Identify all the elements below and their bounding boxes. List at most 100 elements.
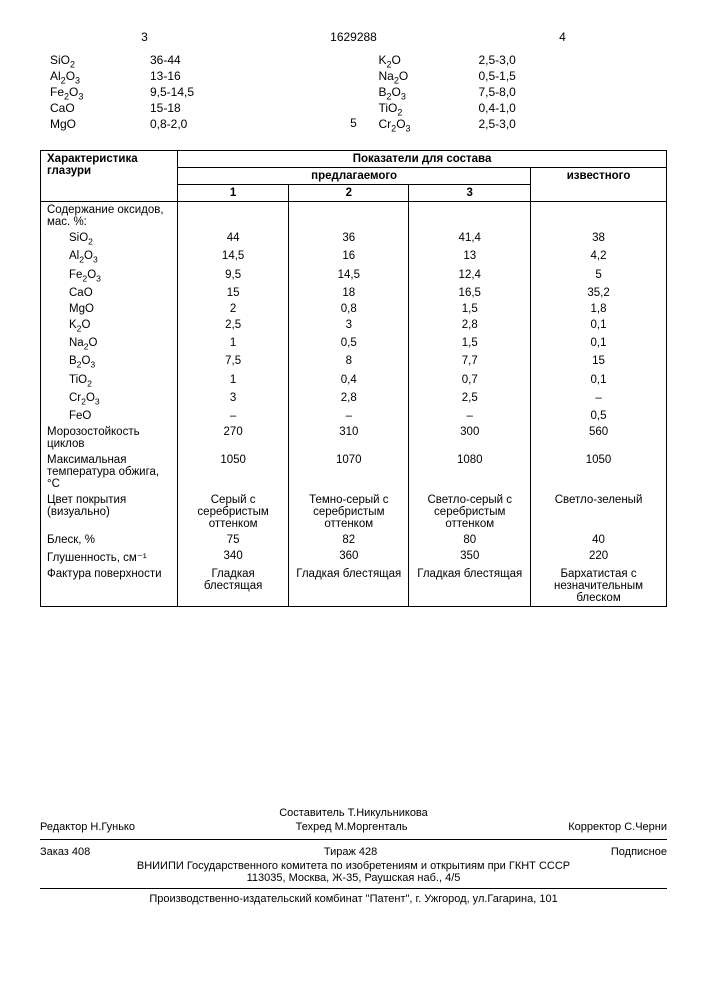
cell-value: 340: [178, 548, 289, 566]
th-izvest: известного: [531, 168, 667, 202]
th-col3: 3: [409, 185, 531, 202]
redaktor: Редактор Н.Гунько: [40, 821, 135, 833]
tehred: Техред М.Моргенталь: [296, 821, 408, 833]
cell-value: 14,5: [289, 267, 409, 285]
compound-val: 15-18: [150, 100, 194, 116]
cell-value: 9,5: [178, 267, 289, 285]
compound-name: SiO2: [50, 52, 120, 68]
compound-val: 2,5-3,0: [479, 116, 516, 132]
compound-name: B2O3: [379, 84, 449, 100]
cell-value: 18: [289, 285, 409, 301]
cell-value: 1080: [409, 452, 531, 492]
cell-value: 2,5: [178, 317, 289, 335]
cell-value: Темно-серый с серебристым оттенком: [289, 492, 409, 532]
korrector: Корректор С.Черни: [568, 821, 667, 833]
cell-value: 8: [289, 353, 409, 371]
cell-value: 1: [178, 335, 289, 353]
zakaz: Заказ 408: [40, 846, 90, 858]
doc-num: 1629288: [249, 30, 458, 44]
cell-value: –: [409, 408, 531, 424]
table-row: Глушенность, см⁻¹340360350220: [41, 548, 667, 566]
cell-value: 560: [531, 424, 667, 452]
table-row: Цвет покрытия (визуально)Серый с серебри…: [41, 492, 667, 532]
table-row: MgO20,81,51,8: [41, 301, 667, 317]
cell-value: 80: [409, 532, 531, 548]
row-label: Fe2O3: [41, 267, 178, 285]
table-row: Фактура поверхностиГладкая блестящаяГлад…: [41, 566, 667, 607]
th-col1: 1: [178, 185, 289, 202]
cell-value: 360: [289, 548, 409, 566]
addr: 113035, Москва, Ж-35, Раушская наб., 4/5: [40, 872, 667, 884]
cell-value: –: [531, 390, 667, 408]
cell-value: 82: [289, 532, 409, 548]
vniipi: ВНИИПИ Государственного комитета по изоб…: [40, 860, 667, 872]
cell-value: 1,5: [409, 301, 531, 317]
table-row: Максимальная температура обжига, °C10501…: [41, 452, 667, 492]
table-row: Содержание оксидов, мас. %:: [41, 202, 667, 231]
cell-value: 310: [289, 424, 409, 452]
cell-value: 44: [178, 230, 289, 248]
cell-value: 1,8: [531, 301, 667, 317]
cell-value: 1: [178, 372, 289, 390]
cell-value: 12,4: [409, 267, 531, 285]
cell-value: 300: [409, 424, 531, 452]
cell-value: 7,7: [409, 353, 531, 371]
compound-val: 0,4-1,0: [479, 100, 516, 116]
cell-value: 0,1: [531, 372, 667, 390]
compound-val: 13-16: [150, 68, 194, 84]
table-row: CaO151816,535,2: [41, 285, 667, 301]
cell-value: 14,5: [178, 248, 289, 266]
cell-value: 0,1: [531, 335, 667, 353]
cell-value: 2: [178, 301, 289, 317]
row-label: K2O: [41, 317, 178, 335]
th-predlag: предлагаемого: [178, 168, 531, 185]
footer: Составитель Т.Никульникова Редактор Н.Гу…: [40, 807, 667, 905]
cell-value: 270: [178, 424, 289, 452]
table-row: Na2O10,51,50,1: [41, 335, 667, 353]
header-columns: 3 1629288 4: [40, 30, 667, 44]
cell-value: 0,5: [531, 408, 667, 424]
compound-name: K2O: [379, 52, 449, 68]
row-label: MgO: [41, 301, 178, 317]
sostavitel: Составитель Т.Никульникова: [40, 807, 667, 819]
cell-value: –: [178, 408, 289, 424]
compound-val: 7,5-8,0: [479, 84, 516, 100]
cell-value: 220: [531, 548, 667, 566]
cell-value: 41,4: [409, 230, 531, 248]
tirazh: Тираж 428: [324, 846, 377, 858]
row-label: Цвет покрытия (визуально): [41, 492, 178, 532]
compound-name: MgO: [50, 116, 120, 132]
row-label: Al2O3: [41, 248, 178, 266]
cell-value: 40: [531, 532, 667, 548]
cell-value: Гладкая блестящая: [289, 566, 409, 607]
cell-value: 1070: [289, 452, 409, 492]
cell-value: [409, 202, 531, 231]
cell-value: 5: [531, 267, 667, 285]
table-row: Cr2O332,82,5–: [41, 390, 667, 408]
cell-value: 350: [409, 548, 531, 566]
table-row: B2O37,587,715: [41, 353, 667, 371]
cell-value: 0,4: [289, 372, 409, 390]
col-num-left: 3: [40, 30, 249, 44]
th-col2: 2: [289, 185, 409, 202]
compound-val: 2,5-3,0: [479, 52, 516, 68]
cell-value: 1050: [531, 452, 667, 492]
cell-value: 3: [178, 390, 289, 408]
cell-value: 1050: [178, 452, 289, 492]
podpisnoe: Подписное: [611, 846, 667, 858]
cell-value: Гладкая блестящая: [178, 566, 289, 607]
row-label: B2O3: [41, 353, 178, 371]
compound-name: Na2O: [379, 68, 449, 84]
cell-value: 16,5: [409, 285, 531, 301]
cell-value: 35,2: [531, 285, 667, 301]
table-row: TiO210,40,70,1: [41, 372, 667, 390]
cell-value: Светло-зеленый: [531, 492, 667, 532]
row-label: SiO2: [41, 230, 178, 248]
table-row: K2O2,532,80,1: [41, 317, 667, 335]
col-num-right: 4: [458, 30, 667, 44]
row-label: Блеск, %: [41, 532, 178, 548]
row-label: Cr2O3: [41, 390, 178, 408]
row-label: Глушенность, см⁻¹: [41, 548, 178, 566]
row-label: TiO2: [41, 372, 178, 390]
compound-val: 9,5-14,5: [150, 84, 194, 100]
